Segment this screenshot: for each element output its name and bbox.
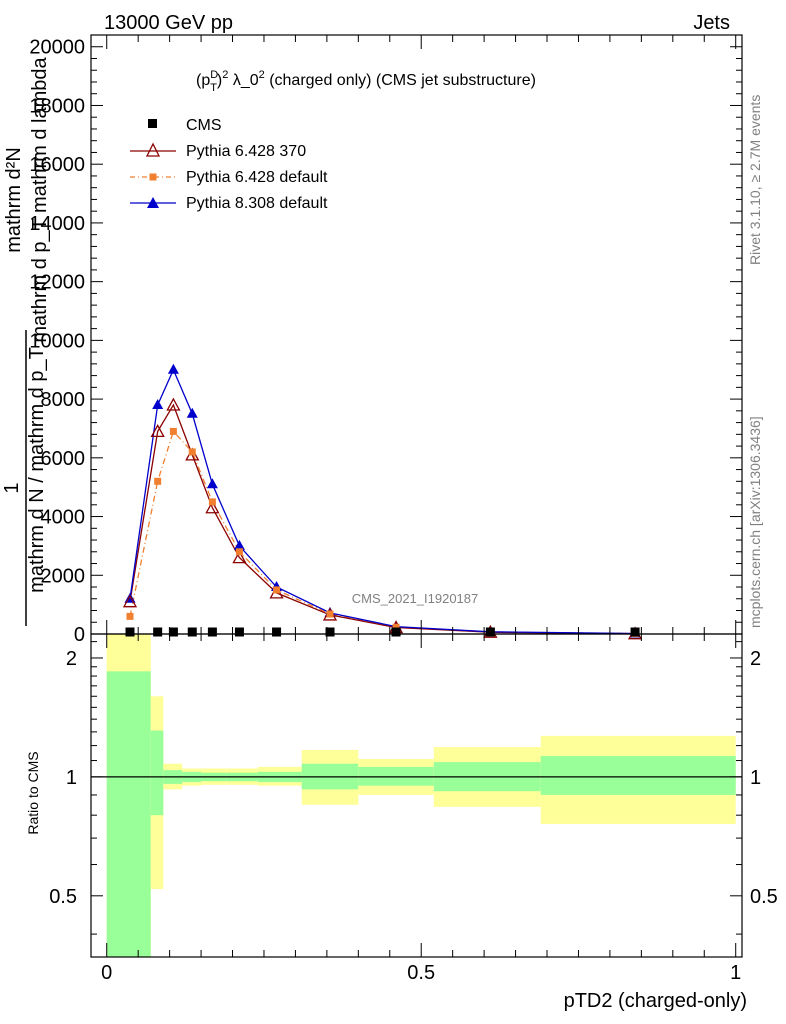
point-cms-3 — [187, 627, 197, 637]
main-y-tick-label: 6000 — [41, 448, 86, 470]
legend-label-p6-default: Pythia 6.428 default — [186, 169, 328, 186]
ratio-y-tick-label-left: 2 — [66, 648, 77, 670]
main-y-tick-label: 14000 — [29, 213, 85, 235]
point-pythia-8-308-default-2 — [167, 363, 179, 374]
analysis-watermark: CMS_2021_I1920187 — [352, 591, 479, 606]
x-axis-label: pTD2 (charged-only) — [564, 990, 747, 1012]
main-y-tick-label: 18000 — [29, 95, 85, 117]
point-pythia-8-308-default-0 — [124, 592, 136, 603]
ratio-y-axis-label: Ratio to CMS — [25, 751, 41, 834]
point-pythia-6-428-370-0 — [122, 594, 138, 608]
point-pythia-6-428-default-1 — [154, 477, 162, 485]
y-label-numerator: 1 — [1, 482, 23, 493]
point-pythia-6-428-default-5 — [235, 548, 243, 556]
point-pythia-8-308-default-4 — [206, 478, 218, 489]
main-y-axis-label: mathrm d²N mathrm d p_T mathrm d lambda … — [1, 56, 51, 626]
main-y-tick-label: 8000 — [41, 389, 86, 411]
main-y-tick-label: 2000 — [41, 565, 86, 587]
point-cms-5 — [234, 627, 244, 637]
legend-label-p6-370: Pythia 6.428 370 — [186, 143, 306, 160]
point-pythia-6-428-370-5 — [232, 550, 247, 564]
point-cms-2 — [168, 627, 178, 637]
point-pythia-6-428-default-7 — [326, 610, 334, 618]
point-pythia-8-308-default-3 — [186, 407, 198, 418]
point-pythia-6-428-default-4 — [208, 498, 216, 506]
legend-marker-p6-default — [149, 173, 157, 181]
point-cms-10 — [630, 627, 640, 637]
point-pythia-6-428-default-2 — [169, 427, 177, 435]
x-tick-label: 0.5 — [407, 962, 435, 984]
mcplots-label: mcplots.cern.ch [arXiv:1306.3436] — [747, 416, 763, 628]
x-tick-label: 1 — [730, 962, 741, 984]
main-y-tick-label: 4000 — [41, 507, 86, 529]
point-cms-0 — [125, 627, 135, 637]
ratio-plot-frame — [90, 633, 743, 958]
main-plot-title: (pD T)2 λ_02 (charged only) (CMS jet subs… — [196, 69, 536, 94]
main-y-tick-label: 20000 — [29, 37, 85, 59]
main-y-tick-label: 12000 — [29, 272, 85, 294]
point-pythia-6-428-default-3 — [188, 448, 196, 456]
series-line-pythia-6-428-370 — [129, 403, 636, 635]
legend-marker-p8-default — [147, 197, 159, 208]
point-cms-7 — [325, 627, 335, 637]
y-label-denominator: mathrm d N / mathrm d p_T — [26, 347, 48, 593]
point-cms-4 — [207, 627, 217, 637]
point-pythia-6-428-370-2 — [166, 397, 181, 411]
ratio-y-tick-label-right: 0.5 — [750, 886, 778, 908]
point-cms-1 — [153, 627, 163, 637]
legend-marker-cms — [148, 119, 157, 128]
point-pythia-8-308-default-5 — [233, 539, 245, 550]
rivet-label: Rivet 3.1.10, ≥ 2.7M events — [747, 95, 763, 265]
legend-marker-p6-370 — [145, 142, 161, 157]
ratio-y-tick-label-left: 0.5 — [49, 886, 77, 908]
main-y-tick-label: 10000 — [29, 330, 85, 352]
header-left: 13000 GeV pp — [104, 12, 233, 34]
ratio-y-tick-label-right: 1 — [750, 767, 761, 789]
main-series-layer — [122, 363, 643, 640]
legend-label-cms: CMS — [186, 117, 222, 134]
point-cms-6 — [272, 627, 282, 637]
main-y-tick-label: 0 — [74, 624, 85, 646]
y-label-line1: mathrm d²N — [3, 147, 25, 253]
legend: CMS Pythia 6.428 370 Pythia 6.428 defaul… — [130, 117, 328, 212]
point-pythia-6-428-default-8 — [392, 623, 400, 631]
point-pythia-8-308-default-1 — [152, 398, 164, 409]
main-y-tick-label: 16000 — [29, 154, 85, 176]
point-pythia-6-428-370-4 — [205, 500, 220, 514]
ratio-y-tick-label-left: 1 — [66, 767, 77, 789]
header-right: Jets — [693, 12, 730, 34]
point-pythia-6-428-default-6 — [273, 586, 281, 594]
point-cms-8 — [391, 627, 401, 637]
legend-label-p8-default: Pythia 8.308 default — [186, 195, 328, 212]
ratio-y-tick-label-right: 2 — [750, 648, 761, 670]
point-cms-9 — [485, 627, 495, 637]
ratio-inner-band-bin-0 — [106, 671, 151, 957]
ratio-inner-band-bin-1 — [150, 730, 164, 816]
ratio-inner-band-bin-10 — [540, 755, 736, 795]
axes-layer: 0 2000 4000 6000 8000 10000 12000 14000 16000 180… — [29, 34, 778, 984]
y-label-line2: mathrm d p_T mathrm d lambda — [29, 56, 51, 342]
point-pythia-6-428-default-0 — [126, 612, 134, 620]
ratio-bands — [91, 634, 742, 957]
point-pythia-6-428-370-1 — [150, 424, 165, 438]
x-tick-label: 0 — [101, 962, 112, 984]
